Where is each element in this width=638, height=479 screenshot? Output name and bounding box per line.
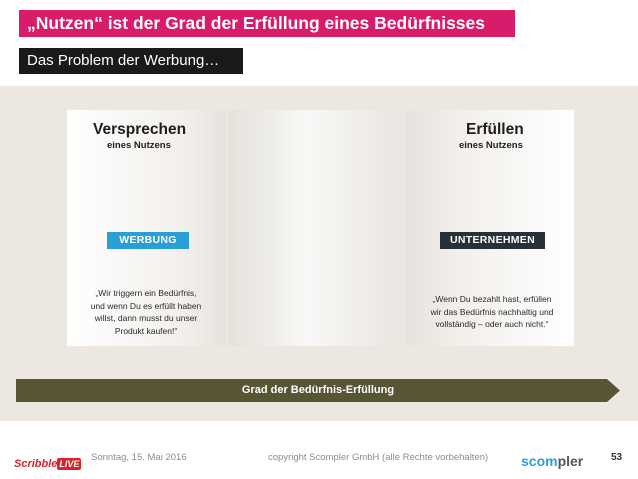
page-number: 53 (611, 452, 623, 463)
left-heading: Versprechen (93, 121, 187, 138)
left-panel-background (67, 110, 225, 346)
right-quote-line: vollständig – oder auch nicht.“ (435, 319, 549, 329)
left-quote-line: willst, dann musst du unser (94, 313, 198, 323)
werbung-tag: WERBUNG (107, 232, 189, 249)
right-heading: Erfüllen (466, 121, 524, 138)
unternehmen-tag: UNTERNEHMEN (440, 232, 545, 249)
fulfillment-arrow: Grad der Bedürfnis-Erfüllung (16, 379, 620, 402)
scribblelive-logo: Scribble LIVE (14, 458, 82, 470)
middle-panel-background (229, 110, 403, 346)
left-quote: „Wir triggern ein Bedürfnis, und wenn Du… (72, 287, 220, 337)
left-quote-line: und wenn Du es erfüllt haben (90, 300, 202, 311)
right-panel-background (406, 110, 574, 346)
right-subheading: eines Nutzens (459, 140, 523, 151)
scompler-logo: scompler (521, 453, 584, 469)
content-stage: Versprechen eines Nutzens Erfüllen eines… (0, 86, 638, 421)
footer-copyright: copyright Scompler GmbH (alle Rechte vor… (268, 452, 489, 463)
right-quote-line: wir das Bedürfnis nachhaltig und (430, 306, 554, 317)
slide-subtitle: Das Problem der Werbung… (19, 48, 243, 74)
right-quote: „Wenn Du bezahlt hast, erfüllen wir das … (412, 293, 572, 331)
fulfillment-arrow-label: Grad der Bedürfnis-Erfüllung (241, 384, 395, 396)
left-quote-line: Produkt kaufen!“ (114, 325, 178, 336)
footer-date: Sonntag, 15. Mai 2016 (91, 452, 187, 463)
left-subheading: eines Nutzens (107, 140, 171, 151)
slide-title: „Nutzen“ ist der Grad der Erfüllung eine… (19, 10, 515, 37)
right-quote-line: „Wenn Du bezahlt hast, erfüllen (432, 294, 552, 304)
left-quote-line: „Wir triggern ein Bedürfnis, (95, 288, 197, 298)
